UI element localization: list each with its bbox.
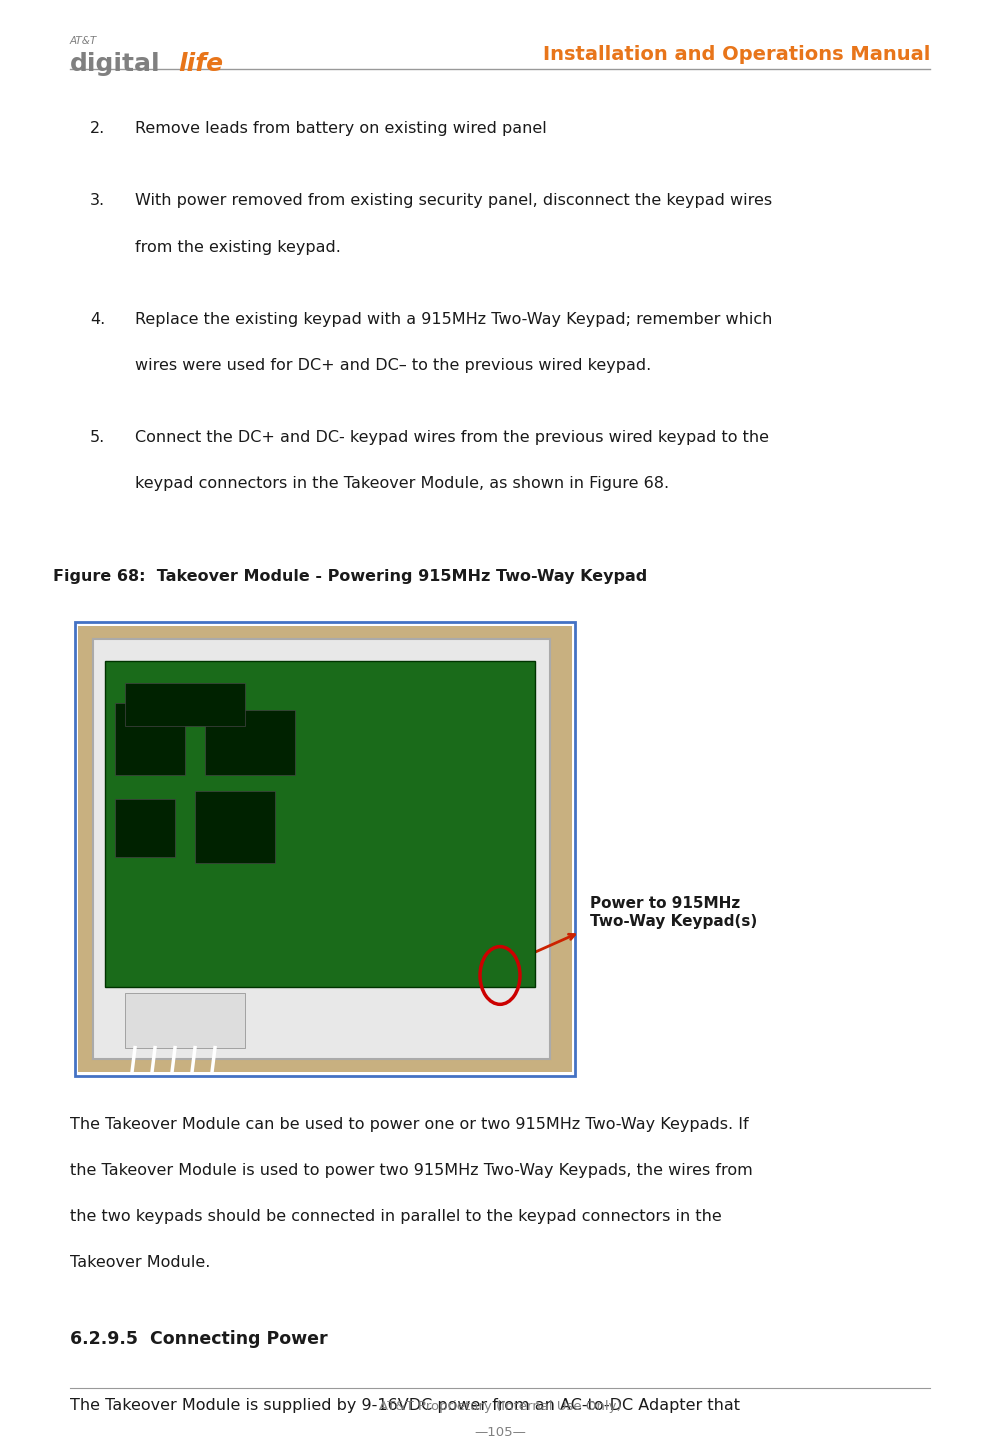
- Bar: [125, 993, 245, 1048]
- Text: Connect the DC+ and DC- keypad wires from the previous wired keypad to the: Connect the DC+ and DC- keypad wires fro…: [135, 430, 769, 444]
- Text: Figure 68:  Takeover Module - Powering 915MHz Two-Way Keypad: Figure 68: Takeover Module - Powering 91…: [53, 569, 647, 583]
- Text: the Takeover Module is used to power two 915MHz Two-Way Keypads, the wires from: the Takeover Module is used to power two…: [70, 1163, 753, 1177]
- Text: With power removed from existing security panel, disconnect the keypad wires: With power removed from existing securit…: [135, 193, 772, 208]
- Text: —105—: —105—: [474, 1426, 526, 1439]
- Bar: [115, 703, 185, 775]
- Text: AT&T: AT&T: [70, 36, 97, 46]
- Text: from the existing keypad.: from the existing keypad.: [135, 240, 341, 254]
- Text: Installation and Operations Manual: Installation and Operations Manual: [543, 45, 930, 63]
- Text: Power to 915MHz
Two-Way Keypad(s): Power to 915MHz Two-Way Keypad(s): [590, 896, 757, 928]
- Text: Replace the existing keypad with a 915MHz Two-Way Keypad; remember which: Replace the existing keypad with a 915MH…: [135, 312, 772, 326]
- Text: life: life: [178, 52, 223, 76]
- Text: 2.: 2.: [90, 121, 105, 136]
- Bar: [195, 791, 275, 863]
- Text: Remove leads from battery on existing wired panel: Remove leads from battery on existing wi…: [135, 121, 547, 136]
- Bar: [105, 661, 535, 987]
- Text: Takeover Module.: Takeover Module.: [70, 1255, 210, 1270]
- Text: AT&T Proprietary (Internal Use Only): AT&T Proprietary (Internal Use Only): [379, 1400, 621, 1413]
- Text: 3.: 3.: [90, 193, 105, 208]
- Text: 4.: 4.: [90, 312, 105, 326]
- Text: The Takeover Module can be used to power one or two 915MHz Two-Way Keypads. If: The Takeover Module can be used to power…: [70, 1117, 749, 1131]
- Text: 6.2.9.5  Connecting Power: 6.2.9.5 Connecting Power: [70, 1330, 328, 1348]
- Bar: [75, 622, 575, 1076]
- Text: wires were used for DC+ and DC– to the previous wired keypad.: wires were used for DC+ and DC– to the p…: [135, 358, 651, 372]
- Text: keypad connectors in the Takeover Module, as shown in Figure 68.: keypad connectors in the Takeover Module…: [135, 476, 669, 491]
- Text: the two keypads should be connected in parallel to the keypad connectors in the: the two keypads should be connected in p…: [70, 1209, 722, 1224]
- Text: The Takeover Module is supplied by 9-16VDC power from an AC-to-DC Adapter that: The Takeover Module is supplied by 9-16V…: [70, 1398, 740, 1413]
- Bar: [125, 683, 245, 726]
- Bar: [93, 639, 550, 1059]
- Text: 5.: 5.: [90, 430, 105, 444]
- Bar: [115, 799, 175, 857]
- Bar: [78, 626, 572, 1072]
- Bar: [205, 710, 295, 775]
- Text: digital: digital: [70, 52, 161, 76]
